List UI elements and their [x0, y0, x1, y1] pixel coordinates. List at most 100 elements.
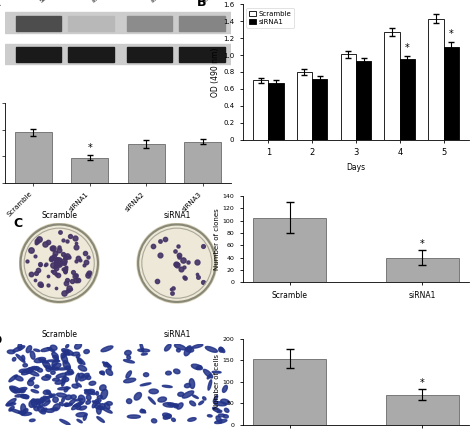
Ellipse shape [203, 369, 213, 378]
Bar [312, 79, 328, 140]
Ellipse shape [86, 400, 91, 404]
Ellipse shape [202, 397, 206, 400]
Ellipse shape [41, 408, 47, 412]
Ellipse shape [102, 407, 112, 413]
Ellipse shape [105, 403, 110, 409]
Ellipse shape [76, 354, 80, 358]
Ellipse shape [124, 378, 136, 383]
Ellipse shape [60, 420, 70, 425]
Ellipse shape [51, 371, 55, 375]
Legend: Scramble, siRNA1: Scramble, siRNA1 [246, 8, 294, 27]
Ellipse shape [14, 387, 27, 393]
Ellipse shape [71, 395, 76, 399]
Text: *: * [449, 29, 454, 39]
Ellipse shape [34, 406, 39, 411]
Circle shape [140, 227, 214, 300]
Ellipse shape [106, 363, 111, 370]
Ellipse shape [97, 406, 101, 414]
Ellipse shape [18, 411, 25, 414]
Ellipse shape [101, 390, 108, 399]
Ellipse shape [92, 401, 100, 404]
Text: Scramble: Scramble [41, 330, 77, 339]
Ellipse shape [140, 383, 151, 386]
Ellipse shape [79, 373, 84, 378]
Ellipse shape [100, 372, 104, 375]
Ellipse shape [64, 350, 70, 355]
Ellipse shape [64, 403, 72, 406]
Ellipse shape [52, 367, 59, 370]
Ellipse shape [85, 375, 91, 380]
Bar [128, 145, 164, 183]
Text: D: D [0, 334, 2, 347]
Ellipse shape [13, 346, 25, 352]
Ellipse shape [9, 375, 17, 382]
Ellipse shape [89, 381, 96, 385]
Ellipse shape [80, 373, 89, 381]
Circle shape [22, 227, 96, 300]
Ellipse shape [62, 349, 73, 355]
Ellipse shape [217, 410, 222, 413]
Ellipse shape [21, 404, 26, 414]
Ellipse shape [34, 357, 46, 363]
Ellipse shape [14, 376, 23, 381]
Ellipse shape [106, 402, 112, 405]
Text: *: * [87, 143, 92, 153]
Ellipse shape [49, 394, 55, 397]
Bar [384, 32, 400, 140]
Ellipse shape [208, 415, 212, 417]
Ellipse shape [212, 371, 221, 373]
Text: A: A [0, 0, 1, 9]
Bar [400, 59, 415, 140]
Bar [184, 142, 221, 183]
Text: *: * [420, 378, 425, 388]
Ellipse shape [191, 364, 202, 370]
Ellipse shape [79, 406, 87, 410]
Text: Scramble: Scramble [41, 211, 77, 220]
Ellipse shape [7, 350, 15, 353]
Bar [68, 16, 113, 31]
Bar [5, 12, 231, 33]
Ellipse shape [214, 402, 227, 406]
Ellipse shape [45, 366, 54, 370]
Ellipse shape [86, 395, 91, 400]
Ellipse shape [69, 399, 75, 405]
Ellipse shape [140, 342, 144, 352]
Ellipse shape [52, 359, 58, 366]
Ellipse shape [29, 419, 35, 422]
Ellipse shape [67, 369, 73, 374]
Ellipse shape [34, 399, 45, 402]
Ellipse shape [65, 366, 71, 369]
Ellipse shape [140, 410, 146, 413]
Ellipse shape [62, 350, 69, 358]
Text: Scramble: Scramble [39, 0, 64, 3]
Ellipse shape [46, 367, 51, 372]
Ellipse shape [100, 404, 105, 408]
Ellipse shape [36, 401, 42, 405]
Ellipse shape [55, 380, 65, 384]
Ellipse shape [66, 344, 69, 347]
Ellipse shape [212, 407, 220, 412]
Ellipse shape [177, 403, 183, 409]
Ellipse shape [165, 371, 171, 375]
Ellipse shape [134, 393, 141, 400]
Ellipse shape [216, 416, 222, 423]
Ellipse shape [163, 413, 171, 418]
Ellipse shape [50, 345, 57, 350]
Ellipse shape [23, 364, 27, 367]
Ellipse shape [43, 401, 50, 406]
Ellipse shape [61, 353, 68, 363]
Ellipse shape [20, 389, 25, 393]
Y-axis label: Number of cells: Number of cells [214, 354, 220, 409]
Ellipse shape [77, 420, 82, 423]
Ellipse shape [178, 392, 184, 396]
Ellipse shape [59, 402, 64, 406]
Ellipse shape [21, 367, 33, 373]
Text: siRNA1: siRNA1 [163, 330, 191, 339]
Ellipse shape [190, 401, 196, 406]
Ellipse shape [97, 417, 104, 423]
Bar [16, 47, 62, 62]
Ellipse shape [104, 363, 108, 367]
Ellipse shape [78, 395, 85, 403]
Ellipse shape [26, 346, 32, 353]
Ellipse shape [64, 387, 68, 392]
